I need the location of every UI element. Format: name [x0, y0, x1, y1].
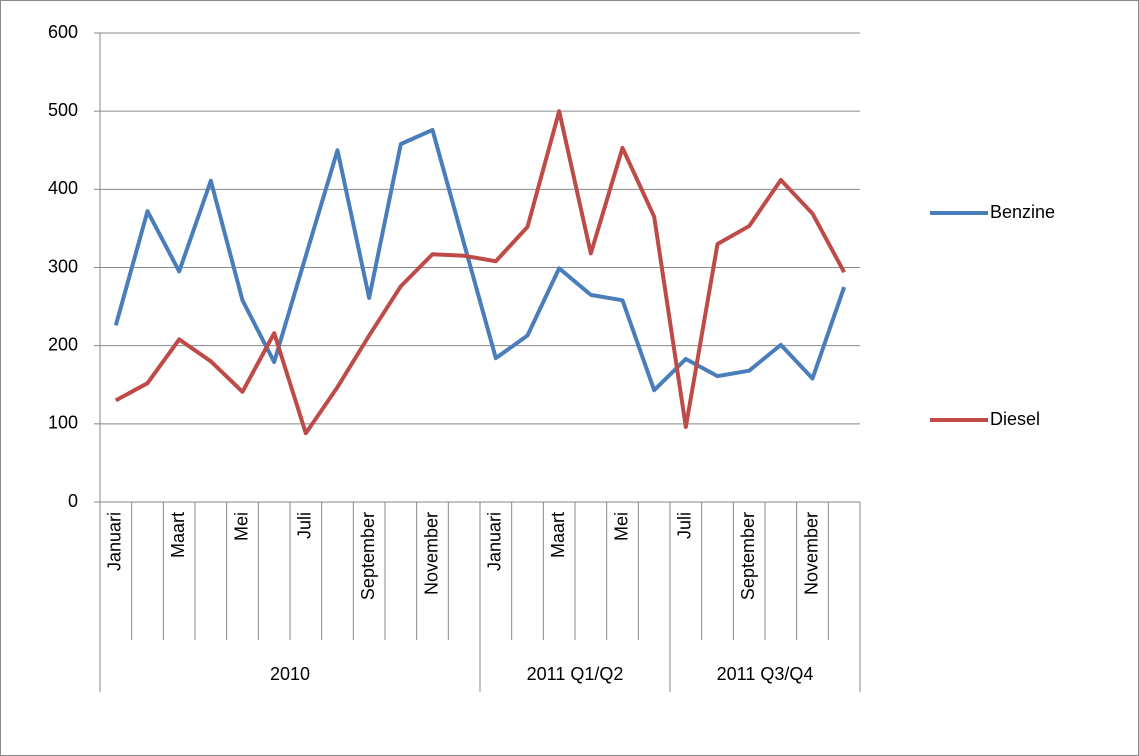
group-label: 2011 Q1/Q2 [527, 664, 624, 684]
x-tick-label: Maart [548, 512, 568, 558]
x-tick-label: Mei [231, 512, 251, 541]
x-tick-label: Juli [675, 512, 695, 539]
x-tick-label: Januari [105, 512, 125, 571]
x-tick-label: Maart [168, 512, 188, 558]
legend-label: Diesel [990, 409, 1040, 429]
x-tick-label: November [421, 512, 441, 595]
group-label: 2011 Q3/Q4 [717, 664, 814, 684]
y-tick-label: 0 [68, 491, 78, 511]
y-tick-label: 400 [48, 178, 78, 198]
x-tick-label: Juli [295, 512, 315, 539]
x-tick-label: September [738, 512, 758, 600]
x-tick-label: Januari [485, 512, 505, 571]
x-tick-label: Mei [611, 512, 631, 541]
y-tick-label: 300 [48, 256, 78, 276]
x-tick-label: September [358, 512, 378, 600]
y-tick-label: 100 [48, 413, 78, 433]
series-line [113, 127, 847, 393]
y-tick-label: 500 [48, 100, 78, 120]
group-label: 2010 [270, 664, 310, 684]
y-tick-label: 600 [48, 22, 78, 42]
y-tick-label: 200 [48, 334, 78, 354]
x-tick-label: November [801, 512, 821, 595]
series-line [114, 109, 846, 436]
legend-label: Benzine [990, 202, 1055, 222]
